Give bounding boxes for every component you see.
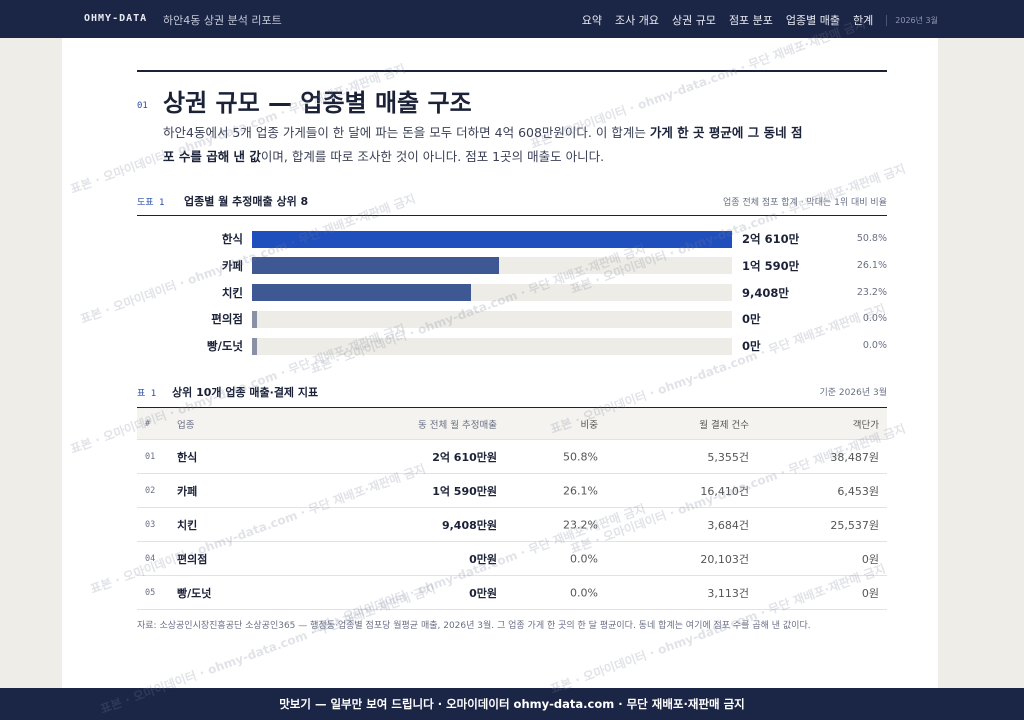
- bar-track: [252, 284, 732, 302]
- share-label: 26.1%: [856, 259, 887, 271]
- cell: 16,410건: [700, 484, 749, 498]
- bar-label: 한식: [221, 232, 243, 246]
- figure-title: 업종별 월 추정매출 상위 8: [184, 195, 309, 208]
- cell: 20,103건: [700, 552, 749, 566]
- bar: [252, 284, 472, 302]
- cell: 3,684건: [707, 518, 749, 532]
- figure-label: 도표 1: [137, 198, 165, 208]
- header-cell: 객단가: [852, 419, 879, 431]
- share-label: 50.8%: [856, 233, 887, 244]
- lead-text: 이며, 합계를 따로 조사한 것이 아니다. 점포 1곳의 매출도 아니다.: [260, 149, 605, 164]
- cell: 편의점: [177, 552, 208, 566]
- cell: 0만원: [469, 586, 497, 600]
- header-cell: 동 전체 월 추정매출: [418, 419, 497, 431]
- bar: [252, 230, 732, 248]
- table-row: 02 카페 1억 590만원 26.1% 16,410건 6,453원: [137, 474, 887, 508]
- cell: 5,355건: [707, 450, 749, 464]
- bar-track: [252, 230, 732, 248]
- report-title: 하안4동 상권 분석 리포트: [163, 14, 282, 27]
- section-number: 01: [137, 101, 148, 111]
- table-row: 05 빵/도넛 0만원 0.0% 3,113건 0원: [137, 576, 887, 610]
- table: # 업종 동 전체 월 추정매출 비중 월 결제 건수 객단가 01 한식 2억 610만원 50…: [137, 407, 887, 610]
- table-row: 03 치킨 9,408만원 23.2% 3,684건 25,537원: [137, 508, 887, 542]
- cell: 01: [145, 451, 156, 462]
- lead-bold: 가게 한 곳 평균에 그 동네 점포 수를 곱해 낸 값: [163, 125, 803, 164]
- cell: 3,113건: [707, 586, 749, 600]
- share-label: 0.0%: [862, 340, 887, 352]
- cell: 6,453원: [837, 484, 879, 498]
- cell: 1억 590만원: [432, 484, 497, 498]
- bar-label: 치킨: [221, 285, 243, 300]
- source: 자료: 소상공인시장진흥공단 소상공인365 — 행정동·업종별 점포당 월평균…: [137, 621, 811, 631]
- table-title: 상위 10개 업종 매출·결제 지표: [172, 386, 319, 399]
- value-label: 9,408만: [742, 285, 789, 300]
- bar: [252, 257, 499, 275]
- table-row: 01 한식 2억 610만원 50.8% 5,355건 38,487원: [137, 440, 887, 474]
- section-title: 상권 규모 — 업종별 매출 구조: [163, 89, 472, 117]
- header-cell: #: [145, 418, 151, 429]
- bar-label: 편의점: [211, 312, 243, 327]
- table-row: 04 편의점 0만원 0.0% 20,103건 0원: [137, 542, 887, 576]
- bar-track: [252, 257, 732, 275]
- cell: 0.0%: [570, 552, 598, 565]
- cell: 38,487원: [830, 450, 879, 464]
- cell: 02: [145, 485, 156, 496]
- nav-link[interactable]: 요약: [581, 14, 602, 27]
- cell: 05: [145, 587, 156, 598]
- cell: 0원: [861, 586, 879, 600]
- bar-label: 빵/도넛: [207, 339, 243, 354]
- cell: 25,537원: [830, 518, 879, 532]
- cell: 0.0%: [570, 586, 598, 599]
- cell: 한식: [177, 450, 198, 464]
- header-cell: 비중: [580, 419, 598, 431]
- value-label: 2억 610만: [742, 232, 800, 246]
- cell: 카페: [177, 484, 198, 498]
- footer-banner: 맛보기 — 일부만 보여 드립니다 · 오마이데이터 ohmy-data.com…: [0, 688, 1024, 720]
- share-label: 0.0%: [862, 313, 887, 325]
- nav-link[interactable]: 한계: [853, 14, 874, 27]
- nav-links: 요약 조사 개요 상권 규모 점포 분포 업종별 매출 한계 2026년 3월: [582, 12, 938, 28]
- bar: [252, 310, 257, 328]
- cell: 50.8%: [563, 450, 598, 463]
- cell: 23.2%: [563, 518, 598, 531]
- bar-track: [252, 310, 732, 328]
- value-label: 0만: [742, 339, 761, 354]
- table-label: 표 1: [137, 389, 157, 399]
- cell: 치킨: [177, 518, 198, 532]
- rule: [137, 215, 887, 216]
- bar: [252, 337, 257, 355]
- cell: 9,408만원: [441, 518, 497, 532]
- table-note: 기준 2026년 3월: [819, 388, 887, 398]
- table-header: # 업종 동 전체 월 추정매출 비중 월 결제 건수 객단가: [137, 407, 887, 440]
- nav-date: 2026년 3월: [886, 14, 938, 26]
- cell: 2억 610만원: [432, 450, 497, 464]
- header-cell: 월 결제 건수: [699, 419, 749, 431]
- logo[interactable]: OHMY-DATA: [84, 13, 148, 24]
- nav-link[interactable]: 상권 규모: [671, 14, 716, 27]
- cell: 26.1%: [563, 484, 598, 497]
- bar-label: 카페: [221, 258, 243, 273]
- figure-note: 업종 전체 점포 합계 · 막대는 1위 대비 비율: [723, 198, 887, 208]
- lead-text: 하안4동에서 5개 업종 가게들이 한 달에 파는 돈을 모두 더하면 4억 6…: [163, 125, 650, 140]
- cell: 빵/도넛: [177, 586, 212, 600]
- value-label: 1억 590만: [742, 258, 800, 273]
- cell: 03: [145, 519, 156, 530]
- value-label: 0만: [742, 312, 761, 327]
- cell: 0만원: [469, 552, 497, 566]
- rule: [137, 70, 887, 72]
- header-cell: 업종: [177, 419, 195, 431]
- cell: 04: [145, 553, 156, 564]
- share-label: 23.2%: [856, 286, 887, 298]
- nav-link[interactable]: 조사 개요: [614, 14, 659, 27]
- paper: [62, 38, 938, 688]
- cell: 0원: [861, 552, 879, 566]
- nav-link[interactable]: 업종별 매출: [785, 14, 841, 27]
- bar-track: [252, 337, 732, 355]
- nav-link[interactable]: 점포 분포: [728, 14, 773, 27]
- top-nav: OHMY-DATA 하안4동 상권 분석 리포트 요약 조사 개요 상권 규모 점포 …: [0, 0, 1024, 38]
- lead: 하안4동에서 5개 업종 가게들이 한 달에 파는 돈을 모두 더하면 4억 6…: [163, 121, 813, 169]
